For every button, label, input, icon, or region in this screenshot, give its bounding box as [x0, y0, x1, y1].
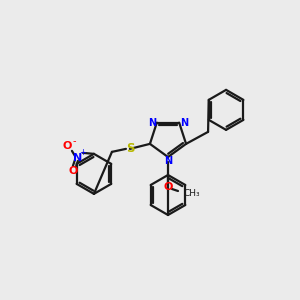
Text: O: O	[163, 182, 173, 192]
Text: CH₃: CH₃	[184, 188, 201, 197]
Text: O: O	[68, 166, 78, 176]
Text: N: N	[73, 153, 83, 163]
Text: O: O	[62, 141, 72, 151]
Text: S: S	[126, 142, 134, 155]
Text: +: +	[80, 148, 86, 158]
Text: -: -	[72, 136, 76, 146]
Text: N: N	[148, 118, 156, 128]
Text: N: N	[180, 118, 188, 128]
Text: N: N	[164, 156, 172, 166]
